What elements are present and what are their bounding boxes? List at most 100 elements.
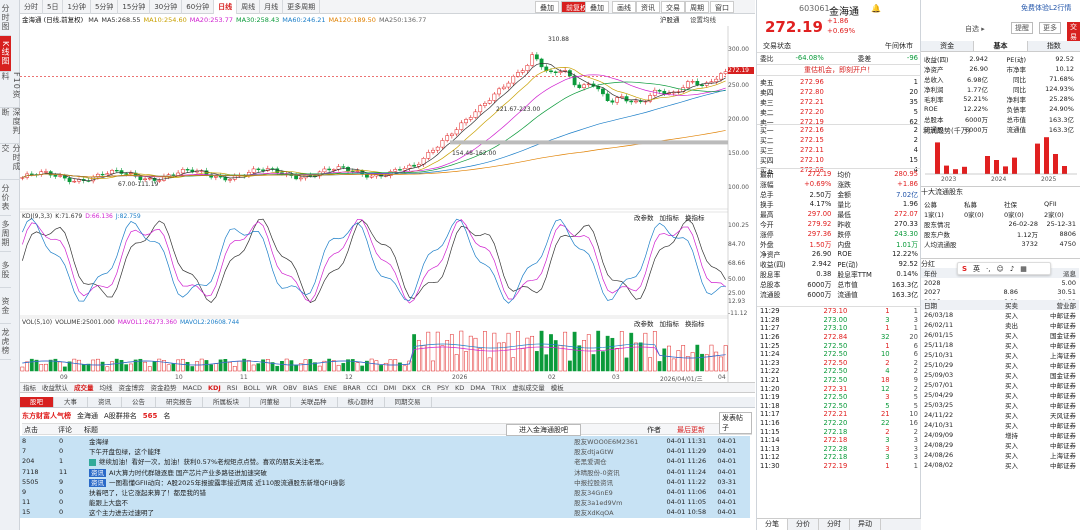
fund-tab[interactable]: 指数 xyxy=(1027,41,1080,51)
indicator-tab[interactable]: 资金趋势 xyxy=(150,384,177,392)
more-button[interactable]: 更多 xyxy=(1039,22,1061,34)
vol-switch-indicator-button[interactable]: 换指标 xyxy=(685,320,705,328)
period-tab[interactable]: 5日 xyxy=(43,0,64,14)
guba-row[interactable]: 204 1 继续加油！看好一次，加油！获利0.57%老规矩点点赞。喜欢的朋友关注老黑… xyxy=(20,456,750,467)
indicator-tab[interactable]: DKX xyxy=(402,384,416,392)
l2-trial-link[interactable]: 免费体验L2行情 xyxy=(1021,4,1072,12)
period-tab[interactable]: 月线 xyxy=(260,0,284,14)
ask-level[interactable]: 卖三 272.21 35 xyxy=(757,97,921,107)
trade-button[interactable]: 交易 xyxy=(1067,22,1080,42)
indicator-tab[interactable]: BRAR xyxy=(342,384,361,392)
bid-level[interactable]: 买一 272.16 2 xyxy=(757,125,921,135)
post-title[interactable]: 金海绿 xyxy=(87,436,572,446)
indicator-tab[interactable]: MACD xyxy=(182,384,202,392)
left-nav-item[interactable]: 龙虎榜 xyxy=(0,324,11,360)
open-account-banner[interactable]: 重估机会，即刻开户！ xyxy=(757,64,921,76)
left-nav-item[interactable]: K线图 xyxy=(0,36,11,72)
kdj-switch-indicator-button[interactable]: 换指标 xyxy=(685,214,705,222)
left-nav-item[interactable]: 分时成交 xyxy=(0,144,22,180)
bid-level[interactable]: 买三 272.11 4 xyxy=(757,145,921,155)
indicator-tab[interactable]: 收益默认 xyxy=(42,384,68,392)
post-button[interactable]: 发表帖子 xyxy=(719,412,752,434)
fund-tab[interactable]: 资金 xyxy=(921,41,975,51)
quote-tab[interactable]: 异动 xyxy=(850,519,881,530)
toolbar-button[interactable]: 叠加 xyxy=(585,1,609,13)
watchlist-button[interactable]: 自选 ▸ xyxy=(965,25,985,33)
post-title[interactable]: 能跟上大盘不 xyxy=(87,497,572,507)
kdj-add-indicator-button[interactable]: 加指标 xyxy=(659,214,680,222)
indicator-tab[interactable]: PSY xyxy=(436,384,449,392)
indicator-tab[interactable]: ENE xyxy=(323,384,337,392)
indicator-tab[interactable]: KD xyxy=(454,384,465,392)
guba-row[interactable]: 7118 11 资讯 AI大算力时代群雄逐鹿 国产芯片产业多路径进加速突破 沐晴股份-0… xyxy=(20,466,750,477)
post-title[interactable]: 下午开盘包绿，这个能拜 xyxy=(87,446,572,456)
post-title[interactable]: 扶着吧了，让它涨起来算了！都是我的错 xyxy=(87,487,572,497)
indicator-tab[interactable]: RSI xyxy=(226,384,238,392)
ma-settings-button[interactable]: 设置均线 xyxy=(690,16,716,24)
period-tab[interactable]: 周线 xyxy=(237,0,261,14)
period-tab[interactable]: 日线 xyxy=(214,0,238,14)
news-tab[interactable]: 资讯 xyxy=(88,397,122,407)
indicator-tab[interactable]: BIAS xyxy=(302,384,318,392)
news-tab[interactable]: 关联品种 xyxy=(291,397,338,407)
guba-row[interactable]: 11 0 能跟上大盘不 股友3a1ed9Vm 04-01 11:05 04-01 xyxy=(20,497,750,508)
indicator-tab[interactable]: WR xyxy=(266,384,278,392)
quote-tab[interactable]: 分时 xyxy=(819,519,850,530)
post-title[interactable]: 资讯 一图看懂GFII动向：A股2025年报披露率接近两成 近110股流通股东新增… xyxy=(87,477,572,487)
indicator-tab[interactable]: CCI xyxy=(366,384,378,392)
left-nav-item[interactable]: 多周期 xyxy=(0,216,11,252)
kdj-edit-params-button[interactable]: 改参数 xyxy=(634,214,654,222)
post-title[interactable]: 资讯 AI大算力时代群雄逐鹿 国产芯片产业多路径进加速突破 xyxy=(87,467,572,477)
toolbar-button[interactable]: 周期 xyxy=(685,1,709,13)
quote-tab[interactable]: 分笔 xyxy=(757,519,788,530)
indicator-tab[interactable]: BOLL xyxy=(243,384,261,392)
period-tab[interactable]: 15分钟 xyxy=(118,0,151,14)
indicator-tab[interactable]: 虚拟成交量 xyxy=(512,384,545,392)
toolbar-button[interactable]: 画线 xyxy=(612,1,636,13)
indicator-tab[interactable]: DMI xyxy=(383,384,397,392)
left-nav-item[interactable]: 深度判断 xyxy=(0,108,22,144)
indicator-tab[interactable]: 均线 xyxy=(99,384,113,392)
bid-level[interactable]: 买五 272.08 4 xyxy=(757,165,921,175)
alert-button[interactable]: 提醒 xyxy=(1011,22,1033,34)
news-tab[interactable]: 大事 xyxy=(54,397,88,407)
ask-level[interactable]: 卖五 272.96 1 xyxy=(757,77,921,87)
indicator-tab[interactable]: OBV xyxy=(283,384,297,392)
left-nav-item[interactable]: 分价表 xyxy=(0,180,11,216)
guba-row[interactable]: 15 0 这个主力进去过速明了 股友XdKqOA 04-01 10:58 04-01 xyxy=(20,507,750,518)
left-nav-item[interactable]: F10资料 xyxy=(0,72,22,108)
news-tab[interactable]: 核心题材 xyxy=(338,397,385,407)
indicator-tab[interactable]: KDJ xyxy=(207,384,221,392)
period-tab[interactable]: 1分钟 xyxy=(63,0,91,14)
indicator-tab[interactable]: 指标 xyxy=(23,384,36,392)
toolbar-button[interactable]: 窗口 xyxy=(710,1,734,13)
news-tab[interactable]: 研究报告 xyxy=(156,397,203,407)
news-tab[interactable]: 所属板块 xyxy=(203,397,250,407)
ask-level[interactable]: 卖四 272.80 20 xyxy=(757,87,921,97)
period-tab[interactable]: 分时 xyxy=(20,0,43,14)
col-last-update[interactable]: 最后更新 xyxy=(677,426,705,434)
news-tab[interactable]: 股吧 xyxy=(20,397,54,407)
toolbar-button[interactable]: 交易 xyxy=(661,1,685,13)
guba-row[interactable]: 7 0 下午开盘包绿，这个能拜 股友dtjaGtW 04-01 11:29 04-01 xyxy=(20,446,750,457)
toolbar-button[interactable]: 叠加 xyxy=(535,1,559,13)
fund-tab[interactable]: 基本 xyxy=(974,41,1028,51)
indicator-tab[interactable]: TRIX xyxy=(491,384,507,392)
guba-row[interactable]: 9 0 扶着吧了，让它涨起来算了！都是我的错 股友34GnE9 04-01 11:06 0… xyxy=(20,486,750,498)
period-tab[interactable]: 更多周期 xyxy=(283,0,321,14)
vol-add-indicator-button[interactable]: 加指标 xyxy=(659,320,680,328)
post-title[interactable]: 这个主力进去过速明了 xyxy=(87,507,572,517)
left-nav-item[interactable]: 资金 xyxy=(0,288,11,324)
enter-guba-button[interactable]: 进入金海通股吧 xyxy=(506,424,581,436)
indicator-tab[interactable]: 资金博弈 xyxy=(118,384,145,392)
left-nav-item[interactable]: 多股 xyxy=(0,252,11,288)
ask-level[interactable]: 卖一 272.19 62 xyxy=(757,117,921,127)
kline-chart[interactable] xyxy=(20,26,755,382)
indicator-tab[interactable]: 模板 xyxy=(550,384,564,392)
news-tab[interactable]: 同期交易 xyxy=(385,397,432,407)
period-tab[interactable]: 30分钟 xyxy=(150,0,183,14)
period-tab[interactable]: 60分钟 xyxy=(182,0,215,14)
indicator-tab[interactable]: CR xyxy=(421,384,431,392)
news-tab[interactable]: 问董秘 xyxy=(250,397,291,407)
guba-row[interactable]: 8 0 金海绿 股友WOO0E6M2361 04-01 11:31 04-01 xyxy=(20,436,750,447)
